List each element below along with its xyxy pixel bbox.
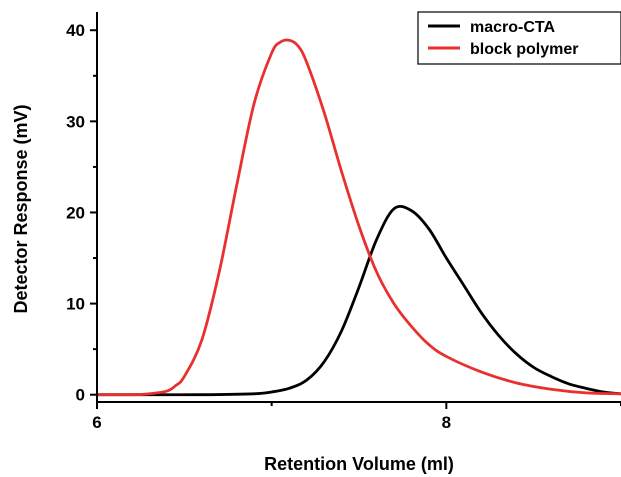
- y-tick-label: 30: [66, 112, 85, 131]
- series-line-0: [95, 204, 621, 397]
- plot-area: [95, 38, 621, 397]
- y-tick-label: 10: [66, 295, 85, 314]
- axis-ticks: 0 10 20 30 40 6 8: [66, 12, 621, 432]
- legend-box: [417, 11, 621, 65]
- legend-label-0: macro-CTA: [470, 19, 555, 36]
- legend: macro-CTA block polymer: [417, 11, 621, 65]
- series-line-1: [95, 38, 621, 397]
- legend-label-1: block polymer: [470, 41, 578, 58]
- x-tick-label: 8: [442, 413, 451, 432]
- y-tick-label: 0: [76, 386, 85, 405]
- y-tick-label: 20: [66, 203, 85, 222]
- y-tick-label: 40: [66, 21, 85, 40]
- x-tick-label: 6: [92, 413, 101, 432]
- x-axis-label: Retention Volume (ml): [264, 454, 454, 474]
- y-axis-label: Detector Response (mV): [11, 104, 31, 313]
